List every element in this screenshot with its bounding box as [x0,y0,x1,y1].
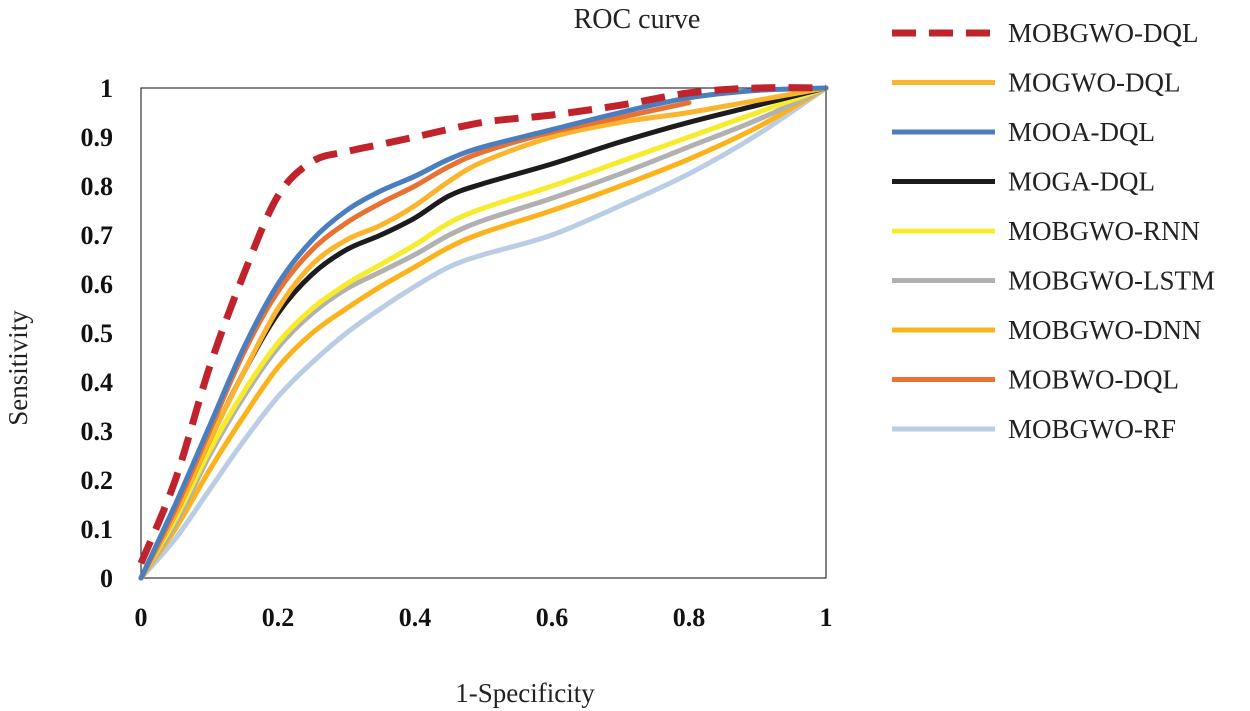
x-axis-ticks: 0 0.2 0.4 0.6 0.8 1 [135,603,833,632]
legend-label: MOOA-DQL [1008,117,1155,147]
legend: MOBGWO-DQL MOGWO-DQL MOOA-DQL MOGA-DQL MOBGW… [892,18,1215,444]
legend-label: MOBWO-DQL [1008,365,1179,395]
y-tick-label: 0.5 [81,319,114,348]
y-tick-label: 0.8 [81,172,114,201]
x-tick-label: 0.4 [399,603,432,632]
y-tick-label: 0.6 [81,270,114,299]
series-line-mobgwo-dql [137,84,827,565]
series-line-mobgwo-dnn [138,85,829,581]
x-tick-label: 0 [135,603,148,632]
y-tick-label: 0.7 [81,221,114,250]
legend-label: MOBGWO-DQL [1008,18,1198,48]
chart-title: ROC curve [574,4,701,35]
series-line-mogwo-dql [138,85,829,581]
legend-label: MOBGWO-DNN [1008,315,1201,345]
y-tick-label: 0.4 [81,368,114,397]
y-axis-ticks: 0 0.1 0.2 0.3 0.4 0.5 0.6 0.7 0.8 0.9 1 [81,74,114,593]
legend-label: MOGWO-DQL [1008,68,1180,98]
y-tick-label: 0.1 [81,515,114,544]
y-tick-label: 0 [100,564,113,593]
y-tick-label: 0.9 [81,123,114,152]
legend-label: MOBGWO-RF [1008,414,1176,444]
x-tick-label: 0.8 [673,603,706,632]
series-layer [137,84,829,581]
x-tick-label: 1 [820,603,833,632]
y-tick-label: 0.2 [81,466,114,495]
legend-label: MOGA-DQL [1008,167,1155,197]
x-axis-label: 1-Specificity [455,678,595,708]
series-line-mobgwo-rf [138,85,829,581]
y-axis-label: Sensitivity [3,310,33,426]
y-tick-label: 0.3 [81,417,114,446]
y-tick-label: 1 [100,74,113,103]
series-line-mooa-dql [138,85,829,581]
x-tick-label: 0.6 [536,603,569,632]
legend-label: MOBGWO-LSTM [1008,266,1215,296]
legend-label: MOBGWO-RNN [1008,216,1200,246]
x-tick-label: 0.2 [262,603,295,632]
series-line-mobgwo-rnn [138,85,829,581]
